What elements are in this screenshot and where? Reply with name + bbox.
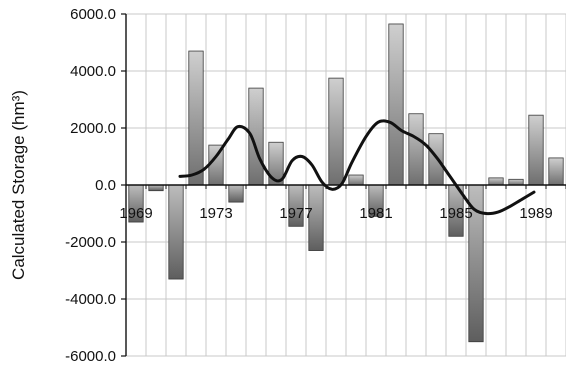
axes [121,13,566,357]
bar-1984 [428,133,444,186]
bar-1971 [168,184,184,280]
bar-1987 [488,177,504,186]
y-tick-labels: 6000.0 4000.0 2000.0 0.0 -2000.0 -4000.0 -6000… [65,6,116,365]
x-tick-label-1981: 1981 [359,205,392,222]
bar-1983 [408,113,424,186]
x-tick-label-1977: 1977 [279,205,312,222]
x-tick-label-1973: 1973 [199,205,232,222]
x-tick-label-1969: 1969 [119,205,152,222]
trend-line-series [178,119,536,216]
y-tick-label: 2000.0 [70,120,116,137]
y-tick-label: -2000.0 [65,234,116,251]
y-tick-label: 0.0 [95,177,116,194]
y-axis-title: Calculated Storage (hm³) [9,90,28,280]
trend-line [178,119,536,216]
bar-1974 [228,184,244,203]
bar-1982 [388,23,404,186]
bar-1979 [328,77,344,186]
y-tick-label: 4000.0 [70,63,116,80]
bar-1970 [148,184,164,192]
bar-1990 [548,157,564,186]
x-tick-labels: 1969 1973 1977 1981 1985 1989 [119,205,552,222]
bar-1988 [508,178,524,186]
bar-series [128,23,564,343]
y-tick-label: -6000.0 [65,348,116,365]
x-tick-label-1985: 1985 [439,205,472,222]
x-tick-label-1989: 1989 [519,205,552,222]
y-tick-label: 6000.0 [70,6,116,23]
bar-1980 [348,174,364,186]
bar-1989 [528,114,544,186]
y-tick-label: -4000.0 [65,291,116,308]
bar-1972 [188,50,204,186]
